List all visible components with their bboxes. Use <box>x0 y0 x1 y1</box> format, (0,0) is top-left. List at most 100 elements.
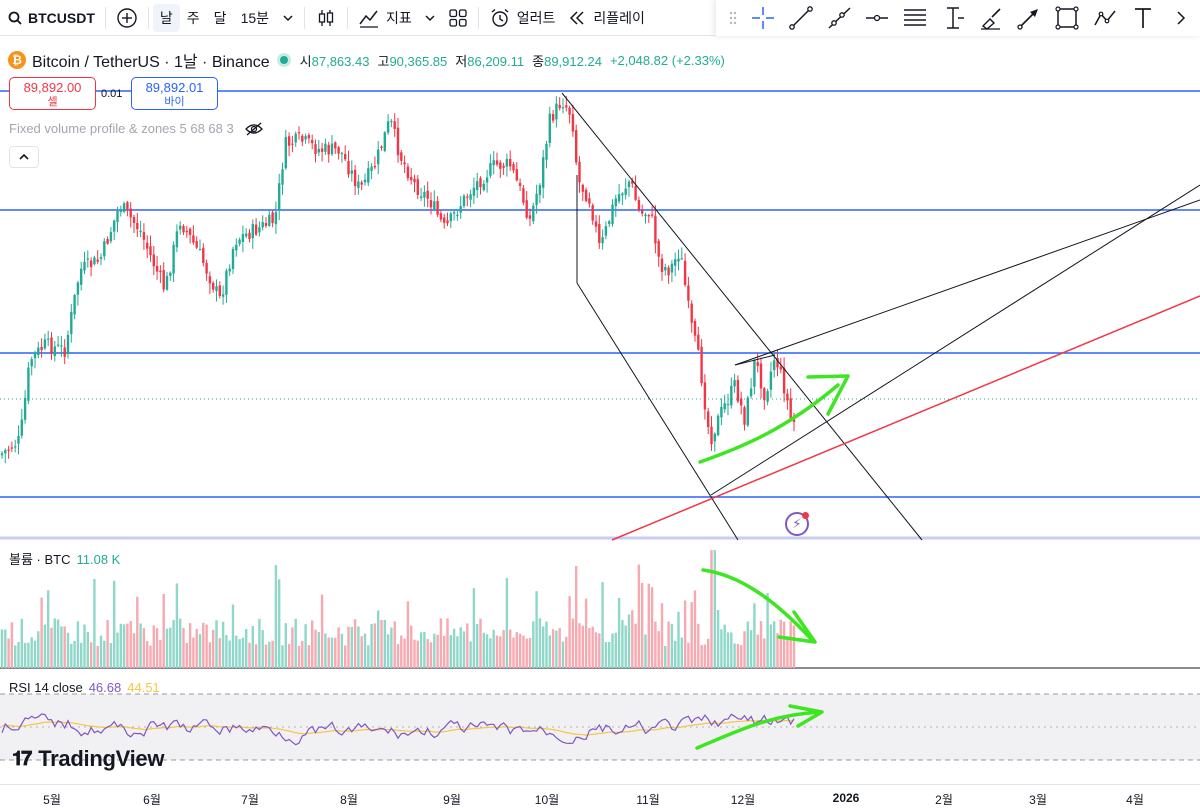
timeframe-dropdown-button[interactable] <box>276 0 300 36</box>
ohlc-high: 고90,365.85 <box>377 51 447 70</box>
sell-button[interactable]: 89,892.00 셀 <box>9 77 96 110</box>
candle-body <box>347 161 350 175</box>
chart-type-button[interactable] <box>309 0 343 36</box>
candle-body <box>528 215 532 219</box>
candle-body <box>505 158 509 167</box>
lightning-alert-icon[interactable]: ⚡ <box>785 512 809 536</box>
arrow-tool-button[interactable] <box>1010 0 1048 36</box>
volume-bar <box>208 642 212 668</box>
low-label: 저 <box>455 53 468 69</box>
rectangle-icon <box>1055 6 1079 30</box>
volume-bar <box>122 624 126 668</box>
volume-bar <box>683 600 687 668</box>
timeframe-day[interactable]: 날 <box>152 3 180 32</box>
volume-bar <box>119 623 122 668</box>
symbol-label: BTCUSDT <box>28 9 95 26</box>
volume-bar <box>436 634 439 668</box>
text-icon <box>1135 8 1151 28</box>
candle-body <box>235 244 238 251</box>
high-value: 90,365.85 <box>389 53 448 69</box>
candle-body <box>383 132 386 151</box>
ray-tool-button[interactable] <box>820 0 858 36</box>
timeframe-15min[interactable]: 15분 <box>240 9 270 26</box>
replay-button[interactable]: 리플레이 <box>561 0 651 36</box>
indicators-button[interactable]: 지표 <box>352 0 418 36</box>
volume-bar <box>766 592 769 668</box>
compare-symbol-button[interactable] <box>110 0 144 36</box>
collapse-legend-button[interactable] <box>9 146 39 168</box>
candle-body <box>353 169 357 187</box>
time-axis-label: 2월 <box>935 793 953 807</box>
text-tool-button[interactable] <box>1124 0 1162 36</box>
volume-bar <box>238 639 241 668</box>
trend-line-tool-button[interactable] <box>782 0 820 36</box>
drag-handle-icon[interactable] <box>722 0 744 36</box>
volume-bar <box>172 620 175 668</box>
rectangle-tool-button[interactable] <box>1048 0 1086 36</box>
horizontal-ray-tool-button[interactable] <box>858 0 896 36</box>
brush-tool-button[interactable] <box>972 0 1010 36</box>
time-axis-label: 10월 <box>534 793 560 807</box>
volume-bar <box>782 621 786 668</box>
timeframe-week[interactable]: 주 <box>186 9 200 26</box>
volume-bar <box>644 634 647 668</box>
volume-bar <box>614 632 617 668</box>
candle-body <box>535 193 538 206</box>
path-tool-button[interactable] <box>1086 0 1124 36</box>
text-projection-tool-button[interactable] <box>934 0 972 36</box>
rsi-legend[interactable]: RSI 14 close 46.68 44.51 <box>9 680 160 695</box>
time-axis[interactable]: 5월 6월 7월 8월 9월 10월 11월 12월 2026 2월 3월 4월 <box>0 784 1200 810</box>
candle-body <box>116 211 119 223</box>
volume-bar <box>258 618 261 668</box>
volume-bar <box>439 618 443 668</box>
volume-bar <box>627 614 631 668</box>
candle-body <box>707 411 710 428</box>
volume-bar <box>423 631 426 668</box>
volume-bar <box>624 625 627 668</box>
candle-body <box>641 210 644 214</box>
buy-button[interactable]: 89,892.01 바이 <box>131 77 218 110</box>
volume-bar <box>212 629 215 668</box>
candle-body <box>756 362 759 366</box>
time-axis-label: 7월 <box>241 793 259 807</box>
volume-bar <box>545 621 548 668</box>
volume-bar <box>93 578 96 668</box>
volume-legend[interactable]: 볼륨 · BTC 11.08 K <box>9 549 120 568</box>
crosshair-tool-button[interactable] <box>744 0 782 36</box>
symbol-search-button[interactable]: BTCUSDT <box>0 0 101 36</box>
arrow-icon <box>1017 9 1038 30</box>
close-value: 89,912.24 <box>544 53 602 69</box>
volume-bar <box>733 643 736 668</box>
candle-body <box>80 268 83 285</box>
candle-body <box>337 147 340 154</box>
candle-body <box>208 276 212 284</box>
volume-bar <box>152 625 155 668</box>
candle-body <box>439 213 443 220</box>
candle-body <box>568 107 571 115</box>
candle-body <box>551 114 555 121</box>
volume-bar <box>617 597 621 668</box>
indicator-legend[interactable]: Fixed volume profile & zones 5 68 68 3 <box>9 121 264 136</box>
volume-bar <box>287 643 291 668</box>
candle-body <box>740 398 743 406</box>
candle-body <box>631 180 634 184</box>
volume-bar <box>759 621 763 668</box>
symbol-title[interactable]: Bitcoin / TetherUS · 1날 · Binance <box>32 54 270 71</box>
indicators-dropdown-button[interactable] <box>418 0 442 36</box>
volume-bar <box>459 627 462 668</box>
volume-bar <box>294 618 297 668</box>
eye-hidden-icon[interactable] <box>244 122 264 136</box>
more-tools-button[interactable] <box>1162 0 1200 36</box>
layouts-button[interactable] <box>442 0 474 36</box>
candle-body <box>363 179 367 183</box>
timeframe-month[interactable]: 달 <box>213 9 227 26</box>
candle-body <box>50 337 53 354</box>
volume-bar <box>746 621 749 668</box>
candle-body <box>146 242 149 249</box>
fib-tool-button[interactable] <box>896 0 934 36</box>
volume-bar <box>713 550 716 668</box>
alert-button[interactable]: 얼러트 <box>483 0 562 36</box>
buy-label: 바이 <box>164 96 185 108</box>
annotation-arrowhead <box>806 374 850 416</box>
